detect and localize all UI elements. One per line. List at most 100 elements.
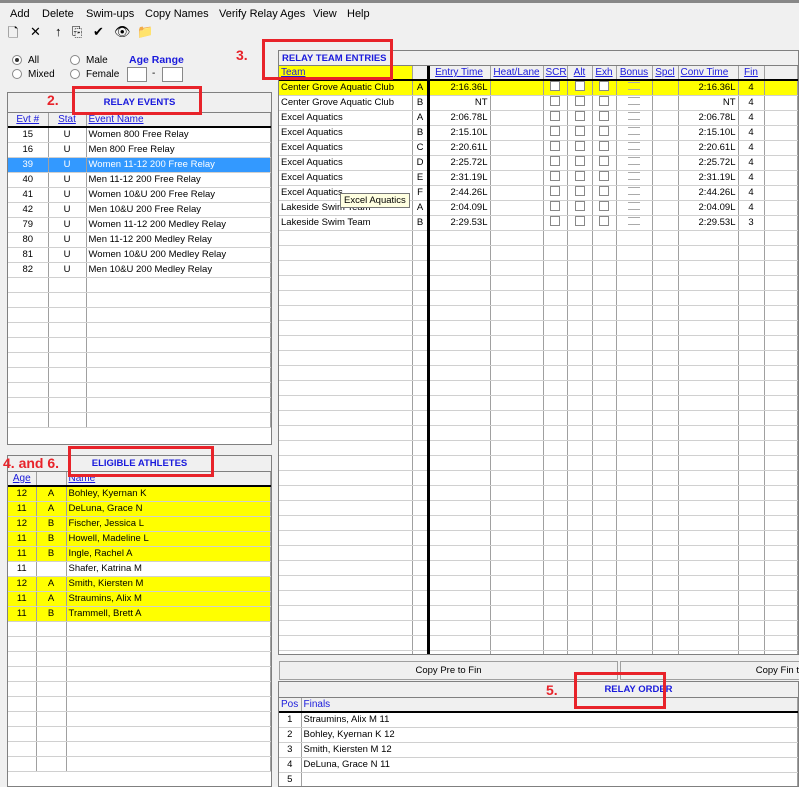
scr-checkbox-box[interactable] bbox=[550, 186, 560, 196]
column-header[interactable]: Age bbox=[8, 472, 37, 486]
copy-pre-to-fin-button[interactable]: Copy Pre to Fin bbox=[279, 661, 618, 680]
column-header[interactable] bbox=[36, 472, 67, 486]
eye-icon[interactable]: 👁 bbox=[114, 24, 131, 39]
exh-checkbox[interactable] bbox=[592, 185, 617, 201]
bonus-field[interactable] bbox=[616, 140, 653, 156]
bonus-input[interactable] bbox=[628, 127, 640, 135]
bonus-field[interactable] bbox=[616, 170, 653, 186]
checkmark-grid-icon[interactable]: ✔ bbox=[93, 24, 104, 39]
bonus-input[interactable] bbox=[628, 82, 640, 91]
exh-checkbox-box[interactable] bbox=[599, 201, 609, 211]
exh-checkbox[interactable] bbox=[592, 125, 617, 141]
scr-checkbox-box[interactable] bbox=[550, 216, 560, 226]
bonus-field[interactable] bbox=[616, 215, 653, 231]
scr-checkbox[interactable] bbox=[543, 95, 568, 111]
alt-checkbox-box[interactable] bbox=[574, 201, 585, 211]
column-header[interactable] bbox=[412, 66, 429, 80]
filter-male[interactable]: Male bbox=[70, 55, 108, 66]
bonus-field[interactable] bbox=[616, 200, 653, 216]
bonus-field[interactable] bbox=[616, 80, 653, 96]
athlete-row[interactable]: 11 Shafer, Katrina M bbox=[8, 561, 271, 577]
radio-female[interactable] bbox=[70, 69, 80, 80]
relay-order-row[interactable]: 5 bbox=[279, 772, 798, 786]
athlete-row[interactable]: 12 B Fischer, Jessica L bbox=[8, 516, 271, 532]
bonus-input[interactable] bbox=[628, 112, 640, 120]
entry-row[interactable]: Excel Aquatics D 2:25.72L 2:25.72L 4 bbox=[279, 155, 798, 171]
copy-icon[interactable]: ⎘ bbox=[72, 24, 83, 39]
exh-checkbox[interactable] bbox=[592, 140, 617, 156]
column-header[interactable]: Exh bbox=[592, 66, 617, 80]
bonus-field[interactable] bbox=[616, 125, 653, 141]
alt-checkbox[interactable] bbox=[567, 200, 593, 216]
alt-checkbox-box[interactable] bbox=[574, 81, 585, 92]
menu-swim-ups[interactable]: Swim-ups bbox=[86, 8, 135, 20]
scr-checkbox[interactable] bbox=[543, 155, 568, 171]
bonus-input[interactable] bbox=[628, 217, 640, 225]
exh-checkbox-box[interactable] bbox=[599, 141, 609, 151]
column-header[interactable]: Heat/Lane bbox=[490, 66, 544, 80]
scr-checkbox[interactable] bbox=[543, 170, 568, 186]
bonus-field[interactable] bbox=[616, 185, 653, 201]
column-header[interactable]: Team bbox=[279, 66, 413, 80]
scr-checkbox[interactable] bbox=[543, 80, 568, 96]
alt-checkbox[interactable] bbox=[567, 95, 593, 111]
scr-checkbox[interactable] bbox=[543, 140, 568, 156]
alt-checkbox-box[interactable] bbox=[574, 141, 585, 151]
exh-checkbox-box[interactable] bbox=[599, 171, 609, 181]
delete-x-icon[interactable]: ✕ bbox=[30, 24, 41, 39]
exh-checkbox[interactable] bbox=[592, 110, 617, 126]
column-header[interactable]: Entry Time bbox=[428, 66, 491, 80]
exh-checkbox-box[interactable] bbox=[599, 186, 609, 196]
exh-checkbox[interactable] bbox=[592, 170, 617, 186]
scr-checkbox[interactable] bbox=[543, 125, 568, 141]
bonus-input[interactable] bbox=[628, 97, 640, 105]
scr-checkbox[interactable] bbox=[543, 200, 568, 216]
athlete-row[interactable]: 12 A Bohley, Kyernan K bbox=[8, 486, 271, 502]
exh-checkbox-box[interactable] bbox=[599, 126, 609, 136]
exh-checkbox[interactable] bbox=[592, 200, 617, 216]
column-divider[interactable] bbox=[427, 66, 430, 654]
filter-female[interactable]: Female bbox=[70, 69, 119, 80]
column-header[interactable]: Spcl bbox=[652, 66, 679, 80]
alt-checkbox-box[interactable] bbox=[574, 216, 585, 226]
filter-all[interactable]: All bbox=[12, 55, 39, 66]
menu-verify-relay-ages[interactable]: Verify Relay Ages bbox=[219, 8, 306, 20]
column-header[interactable]: Event Name bbox=[86, 113, 271, 127]
scr-checkbox-box[interactable] bbox=[550, 156, 560, 166]
scr-checkbox-box[interactable] bbox=[550, 201, 560, 211]
entry-row[interactable]: Excel Aquatics F 2:44.26L 2:44.26L 4 bbox=[279, 185, 798, 201]
exh-checkbox-box[interactable] bbox=[599, 111, 609, 121]
alt-checkbox[interactable] bbox=[567, 155, 593, 171]
list-item[interactable]: 79 U Women 11-12 200 Medley Relay bbox=[8, 217, 271, 233]
relay-order-row[interactable]: 2 Bohley, Kyernan K 12 bbox=[279, 727, 798, 743]
alt-checkbox[interactable] bbox=[567, 110, 593, 126]
alt-checkbox-box[interactable] bbox=[574, 126, 585, 136]
alt-checkbox[interactable] bbox=[567, 80, 593, 96]
entry-row[interactable]: Excel Aquatics E 2:31.19L 2:31.19L 4 bbox=[279, 170, 798, 186]
scr-checkbox[interactable] bbox=[543, 215, 568, 231]
bonus-input[interactable] bbox=[628, 157, 640, 165]
list-item[interactable]: 80 U Men 11-12 200 Medley Relay bbox=[8, 232, 271, 248]
relay-order-row[interactable]: 1 Straumins, Alix M 11 bbox=[279, 712, 798, 728]
bonus-input[interactable] bbox=[628, 142, 640, 150]
list-item[interactable]: 16 U Men 800 Free Relay bbox=[8, 142, 271, 158]
entry-row[interactable]: Excel Aquatics C 2:20.61L 2:20.61L 4 bbox=[279, 140, 798, 156]
column-header[interactable]: Pos bbox=[279, 698, 302, 712]
alt-checkbox-box[interactable] bbox=[574, 111, 585, 121]
list-item[interactable]: 82 U Men 10&U 200 Medley Relay bbox=[8, 262, 271, 278]
entry-row[interactable]: Center Grove Aquatic Club B NT NT 4 bbox=[279, 95, 798, 111]
list-item[interactable]: 81 U Women 10&U 200 Medley Relay bbox=[8, 247, 271, 263]
entry-row[interactable]: Center Grove Aquatic Club A 2:16.36L 2:16.3… bbox=[279, 80, 798, 96]
filter-mixed[interactable]: Mixed bbox=[12, 69, 55, 80]
relay-order-row[interactable]: 4 DeLuna, Grace N 11 bbox=[279, 757, 798, 773]
scr-checkbox-box[interactable] bbox=[550, 111, 560, 121]
alt-checkbox-box[interactable] bbox=[574, 171, 585, 181]
radio-mixed[interactable] bbox=[12, 69, 22, 80]
alt-checkbox[interactable] bbox=[567, 215, 593, 231]
athlete-row[interactable]: 12 A Smith, Kiersten M bbox=[8, 576, 271, 592]
column-header[interactable]: Fin bbox=[738, 66, 765, 80]
menu-copy-names[interactable]: Copy Names bbox=[145, 8, 209, 20]
column-header[interactable]: Alt bbox=[567, 66, 593, 80]
list-item[interactable]: 40 U Men 11-12 200 Free Relay bbox=[8, 172, 271, 188]
scr-checkbox[interactable] bbox=[543, 185, 568, 201]
